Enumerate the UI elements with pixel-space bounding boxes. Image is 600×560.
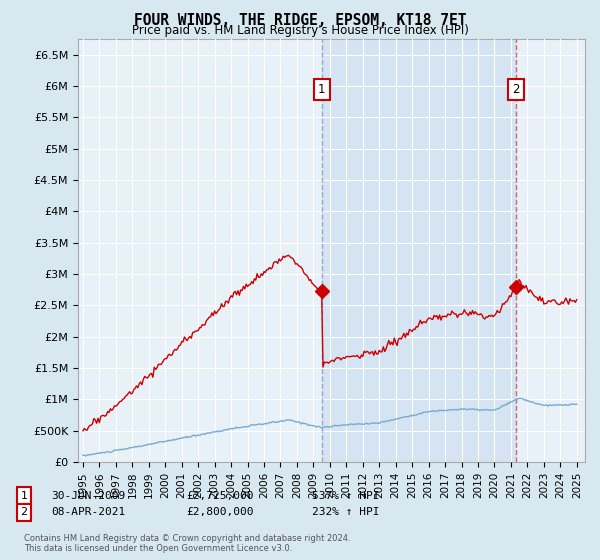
Text: 30-JUN-2009: 30-JUN-2009 [51,491,125,501]
Text: Contains HM Land Registry data © Crown copyright and database right 2024.
This d: Contains HM Land Registry data © Crown c… [24,534,350,553]
Text: £2,800,000: £2,800,000 [186,507,254,517]
Text: 2: 2 [20,507,28,517]
Text: 1: 1 [20,491,28,501]
Text: 537% ↑ HPI: 537% ↑ HPI [312,491,380,501]
Text: 232% ↑ HPI: 232% ↑ HPI [312,507,380,517]
Text: 08-APR-2021: 08-APR-2021 [51,507,125,517]
Text: Price paid vs. HM Land Registry's House Price Index (HPI): Price paid vs. HM Land Registry's House … [131,24,469,37]
Text: 2: 2 [512,83,520,96]
Text: £2,725,000: £2,725,000 [186,491,254,501]
Bar [322,39,516,462]
Text: 1: 1 [318,83,325,96]
Text: FOUR WINDS, THE RIDGE, EPSOM, KT18 7ET: FOUR WINDS, THE RIDGE, EPSOM, KT18 7ET [134,13,466,28]
